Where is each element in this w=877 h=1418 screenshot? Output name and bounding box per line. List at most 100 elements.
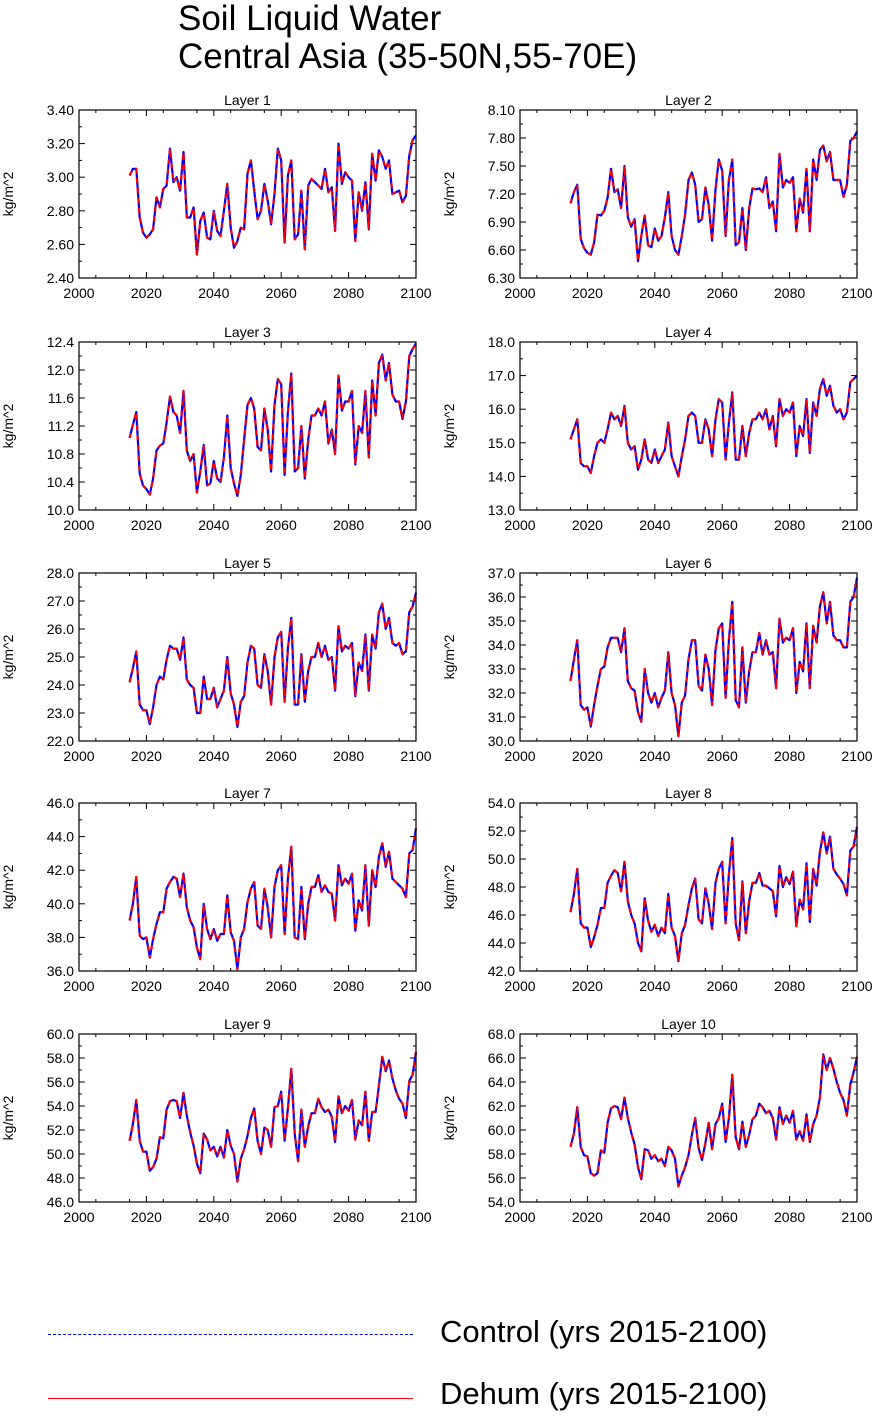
layer-3-title: Layer 3 (224, 324, 271, 340)
layer-10-xtick-label: 2080 (774, 1209, 805, 1225)
layer-2-ytick-label: 7.80 (488, 130, 515, 146)
layer-6-ytick-label: 35.0 (488, 613, 515, 629)
layer-3-series-dehum (128, 342, 417, 498)
layer-2-ytick-label: 6.90 (488, 214, 515, 230)
legend-line-control (48, 1334, 413, 1335)
layer-1-xtick-label: 2020 (131, 285, 162, 301)
layer-9-xtick-label: 2080 (333, 1209, 364, 1225)
layer-9-ytick-label: 52.0 (47, 1122, 74, 1138)
layer-2-ytick-label: 7.50 (488, 158, 515, 174)
layer-1-series-dehum (128, 134, 417, 256)
layer-4-xtick-label: 2020 (572, 517, 603, 533)
layer-4-title: Layer 4 (665, 324, 712, 340)
layer-10-frame (519, 1033, 858, 1203)
layer-1-chart: Layer 1 kg/m^2 2.40 2.60 2.80 3.00 3.20 3.40 200… (0, 92, 432, 301)
legend-line-dehum (48, 1398, 413, 1399)
layer-9-ytick-label: 54.0 (47, 1098, 74, 1114)
layer-1-ytick-label: 2.60 (47, 236, 74, 252)
layer-4-series-dehum (569, 374, 858, 478)
layer-4-ytick-label: 16.0 (488, 401, 515, 417)
layer-7-ytick-label: 40.0 (47, 896, 74, 912)
layer-8-xtick-label: 2100 (841, 978, 872, 994)
layer-3-xtick-label: 2080 (333, 517, 364, 533)
legend-label-dehum: Dehum (yrs 2015-2100) (440, 1376, 768, 1411)
layer-2-ylabel: kg/m^2 (441, 171, 457, 216)
layer-2-xtick-label: 2080 (774, 285, 805, 301)
layer-8-ytick-label: 44.0 (488, 935, 515, 951)
layer-6-series-control (569, 577, 859, 738)
layer-6-ytick-label: 32.0 (488, 685, 515, 701)
layer-9-series-dehum (128, 1051, 418, 1183)
layer-8-ytick-label: 46.0 (488, 907, 515, 923)
layer-8-series-control (569, 826, 859, 963)
layer-5-xtick-label: 2020 (131, 748, 162, 764)
layer-10-xtick-label: 2020 (572, 1209, 603, 1225)
layer-8-ytick-label: 48.0 (488, 879, 515, 895)
layer-2-ytick-label: 6.30 (488, 270, 515, 286)
layer-2-title: Layer 2 (665, 92, 712, 108)
layer-3-xtick-label: 2060 (266, 517, 297, 533)
layer-3-ytick-label: 11.6 (48, 390, 74, 406)
layer-8-xtick-label: 2020 (572, 978, 603, 994)
layer-2-xtick-label: 2060 (707, 285, 738, 301)
layer-4-xtick-label: 2000 (504, 517, 535, 533)
layer-8-title: Layer 8 (665, 785, 712, 801)
layer-7-xtick-label: 2100 (400, 978, 431, 994)
layer-9-ytick-label: 60.0 (47, 1026, 74, 1042)
layer-8-xtick-label: 2000 (504, 978, 535, 994)
layer-9-ylabel: kg/m^2 (0, 1095, 16, 1140)
layer-5-xtick-label: 2080 (333, 748, 364, 764)
layer-10-ytick-label: 68.0 (488, 1026, 515, 1042)
layer-4-frame (519, 341, 858, 511)
layer-7-xtick-label: 2080 (333, 978, 364, 994)
layer-6-ytick-label: 37.0 (488, 565, 515, 581)
layer-3-xtick-label: 2020 (131, 517, 162, 533)
layer-10-xtick-label: 2040 (639, 1209, 670, 1225)
layer-4-xtick-label: 2060 (707, 517, 738, 533)
layer-5-ytick-label: 27.0 (47, 593, 74, 609)
layer-1-xtick-label: 2060 (266, 285, 297, 301)
layer-10-ytick-label: 60.0 (488, 1122, 515, 1138)
layer-3-ytick-label: 10.0 (47, 502, 74, 518)
layer-6-xtick-label: 2020 (572, 748, 603, 764)
layer-2-frame (519, 109, 858, 279)
layer-10-title: Layer 10 (661, 1016, 716, 1032)
layer-2-ytick-label: 6.60 (488, 242, 515, 258)
layer-9-ytick-label: 56.0 (47, 1074, 74, 1090)
layer-10-series-control (569, 1053, 859, 1188)
layer-8-xtick-label: 2040 (639, 978, 670, 994)
layer-7-ylabel: kg/m^2 (0, 864, 16, 909)
layer-2-ytick-label: 7.20 (488, 186, 515, 202)
layer-5-frame (78, 572, 417, 742)
layer-5-title: Layer 5 (224, 555, 271, 571)
layer-9-xtick-label: 2040 (198, 1209, 229, 1225)
layer-9-title: Layer 9 (224, 1016, 271, 1032)
layer-6-ytick-label: 31.0 (488, 709, 515, 725)
layer-1-xtick-label: 2100 (400, 285, 431, 301)
layer-5-xtick-label: 2000 (63, 748, 94, 764)
layer-7-title: Layer 7 (224, 785, 271, 801)
layer-3-ytick-label: 11.2 (48, 418, 74, 434)
layer-4-chart: Layer 4 kg/m^2 13.0 14.0 15.0 16.0 17.0 18.0 200… (441, 324, 873, 533)
layer-7-ytick-label: 42.0 (47, 862, 74, 878)
layer-6-xtick-label: 2040 (639, 748, 670, 764)
layer-2-series-dehum (569, 130, 858, 263)
layer-1-title: Layer 1 (224, 92, 271, 108)
layer-1-ytick-label: 2.40 (47, 270, 74, 286)
layer-9-xtick-label: 2000 (63, 1209, 94, 1225)
figure-title-line-1: Soil Liquid Water (178, 0, 442, 38)
layer-3-xtick-label: 2040 (198, 517, 229, 533)
layer-5-ytick-label: 22.0 (47, 733, 74, 749)
layer-9-ytick-label: 46.0 (47, 1194, 74, 1210)
layer-3-ylabel: kg/m^2 (0, 403, 16, 448)
layer-1-ytick-label: 3.00 (47, 169, 74, 185)
legend-label-control: Control (yrs 2015-2100) (440, 1314, 768, 1349)
layer-10-ytick-label: 58.0 (488, 1146, 515, 1162)
layer-2-xtick-label: 2100 (841, 285, 872, 301)
layer-1-ytick-label: 2.80 (47, 203, 74, 219)
layer-10-xtick-label: 2100 (841, 1209, 872, 1225)
layer-2-xtick-label: 2020 (572, 285, 603, 301)
layer-8-ytick-label: 42.0 (488, 963, 515, 979)
layer-4-xtick-label: 2080 (774, 517, 805, 533)
layer-6-ylabel: kg/m^2 (441, 634, 457, 679)
